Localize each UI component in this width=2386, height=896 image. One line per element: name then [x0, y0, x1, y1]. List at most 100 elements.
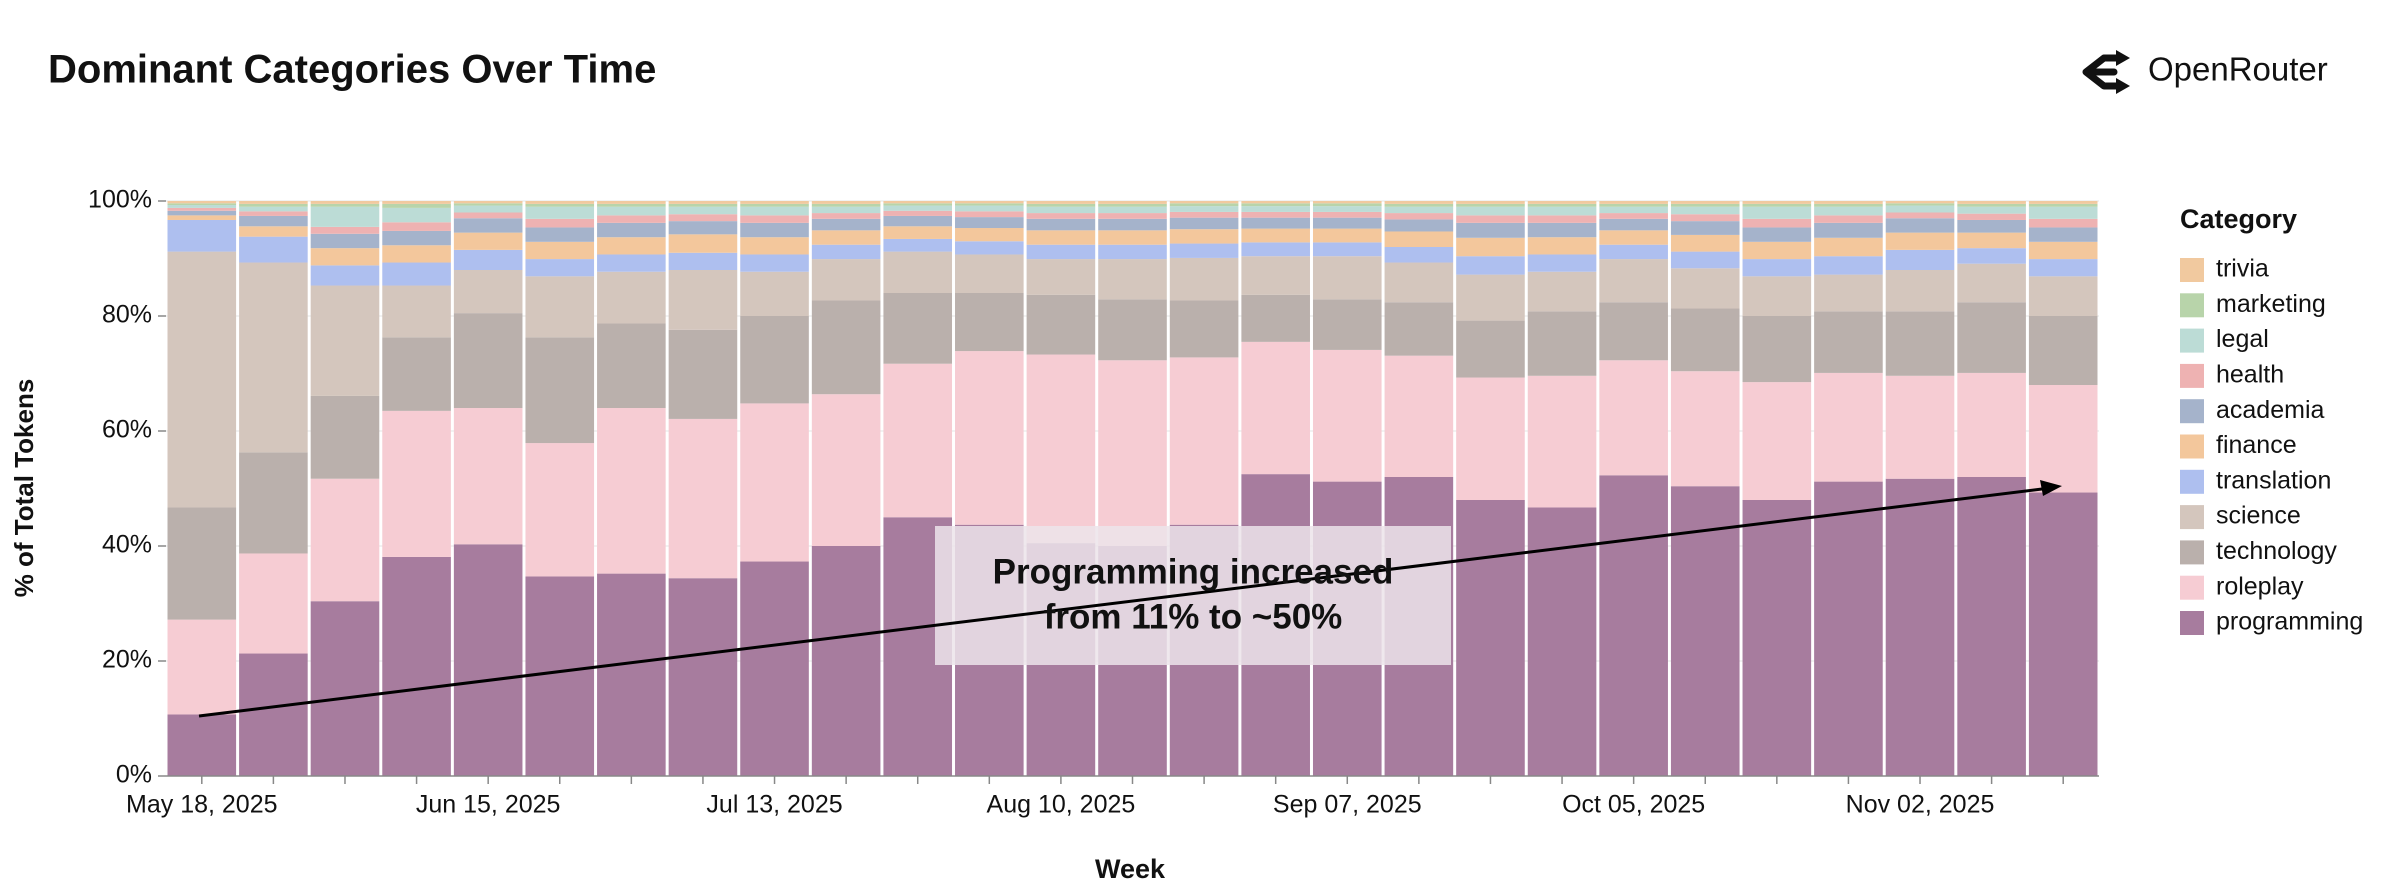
bar-segment — [1814, 372, 1883, 482]
bar-segment — [955, 203, 1024, 206]
bar-segment — [1312, 242, 1382, 257]
bar-segment — [525, 259, 595, 277]
bar-segment — [1670, 234, 1740, 252]
bar-segment — [1742, 218, 1812, 228]
legend-title: Category — [2180, 204, 2297, 234]
bar-segment — [167, 714, 237, 776]
bar-segment — [740, 222, 809, 238]
bar-segment — [740, 203, 809, 207]
bar-segment — [883, 238, 953, 252]
bar-segment — [1169, 300, 1239, 358]
bar-segment — [382, 222, 451, 231]
bar-segment — [1885, 205, 1955, 213]
bar-segment — [1098, 203, 1167, 207]
bar-segment — [597, 408, 666, 574]
bar-segment — [1599, 259, 1668, 303]
bar-segment — [883, 226, 953, 239]
bar-segment — [525, 576, 595, 776]
bar-segment — [2028, 276, 2098, 316]
bar-segment — [668, 206, 738, 215]
bar-segment — [1384, 206, 1454, 214]
bar-segment — [1241, 294, 1310, 342]
bar-segment — [955, 293, 1024, 352]
bar-segment — [310, 478, 380, 602]
legend-label: health — [2216, 361, 2284, 389]
bar-segment — [1312, 206, 1382, 212]
bar-segment — [883, 210, 953, 216]
bar-segment — [239, 201, 308, 204]
bar-segment — [811, 546, 881, 776]
bar-segment — [1098, 244, 1167, 260]
bar-segment — [1957, 219, 2026, 233]
bar-segment — [453, 544, 523, 776]
bar-segment — [1312, 203, 1382, 207]
bar-segment — [525, 227, 595, 242]
bar-segment — [1456, 203, 1525, 207]
chart-title: Dominant Categories Over Time — [48, 48, 656, 92]
bar-segment — [811, 244, 881, 260]
bar-segment — [1026, 230, 1096, 245]
bar-segment — [453, 249, 523, 270]
bar-segment — [597, 206, 666, 216]
legend-label: marketing — [2216, 290, 2326, 318]
bar-segment — [597, 573, 666, 776]
bar-segment — [1527, 203, 1597, 207]
bar-segment — [668, 270, 738, 330]
axes: 0% 20% 40% 60% 80% 100% May 18, 2025 Jun 15, 20… — [88, 186, 2099, 819]
bar-segment — [1312, 217, 1382, 229]
bar-segment — [597, 215, 666, 223]
bar-segment — [1169, 211, 1239, 218]
bar-segment — [453, 313, 523, 408]
legend: programming roleplay technology science tran… — [2180, 255, 2363, 636]
bar-segment — [1814, 222, 1883, 238]
bar-segment — [1885, 478, 1955, 776]
bar-segment — [382, 203, 451, 208]
bar-segment — [740, 237, 809, 255]
y-tick-label: 0% — [116, 761, 152, 789]
bar-segment — [668, 201, 738, 204]
bar-segment — [1312, 256, 1382, 300]
bar-segment — [167, 203, 237, 206]
bar-segment — [2028, 227, 2098, 242]
bar-segment — [167, 219, 237, 252]
bar-segment — [1241, 217, 1310, 229]
bar-segment — [2028, 218, 2098, 228]
bar-segment — [1456, 237, 1525, 257]
bar-segment — [1312, 211, 1382, 218]
bar-segment — [453, 203, 523, 206]
bar-segment — [310, 201, 380, 204]
bar-segment — [1241, 206, 1310, 212]
legend-swatch — [2180, 258, 2204, 282]
bar-segment — [1169, 201, 1239, 204]
bar-segment — [1169, 243, 1239, 258]
bar-segment — [1527, 206, 1597, 216]
bar-segment — [1742, 203, 1812, 207]
bar-segment — [382, 285, 451, 338]
bar-segment — [453, 212, 523, 219]
bar-segment — [668, 221, 738, 235]
bar-segment — [1241, 211, 1310, 218]
bar-segment — [1885, 375, 1955, 479]
bar-segment — [1026, 201, 1096, 204]
bar-segment — [1957, 263, 2026, 303]
legend-swatch — [2180, 575, 2204, 600]
bar-segment — [955, 217, 1024, 229]
legend-label: programming — [2216, 608, 2363, 636]
bar-segment — [525, 218, 595, 228]
bar-segment — [811, 230, 881, 245]
bar-segment — [239, 206, 308, 212]
y-tick-label: 60% — [102, 416, 152, 444]
bar-segment — [668, 252, 738, 270]
bar-segment — [740, 201, 809, 204]
bar-segment — [597, 254, 666, 272]
bar-segment — [1814, 215, 1883, 223]
x-tick-label: Jul 13, 2025 — [706, 791, 842, 819]
bar-segment — [167, 507, 237, 620]
bar-segment — [239, 553, 308, 654]
bar-segment — [1957, 248, 2026, 264]
bar-segment — [1384, 219, 1454, 232]
bar-segment — [1599, 206, 1668, 214]
bar-segment — [740, 403, 809, 562]
bar-segment — [1670, 371, 1740, 487]
x-tick-label: Nov 02, 2025 — [1846, 791, 1995, 819]
